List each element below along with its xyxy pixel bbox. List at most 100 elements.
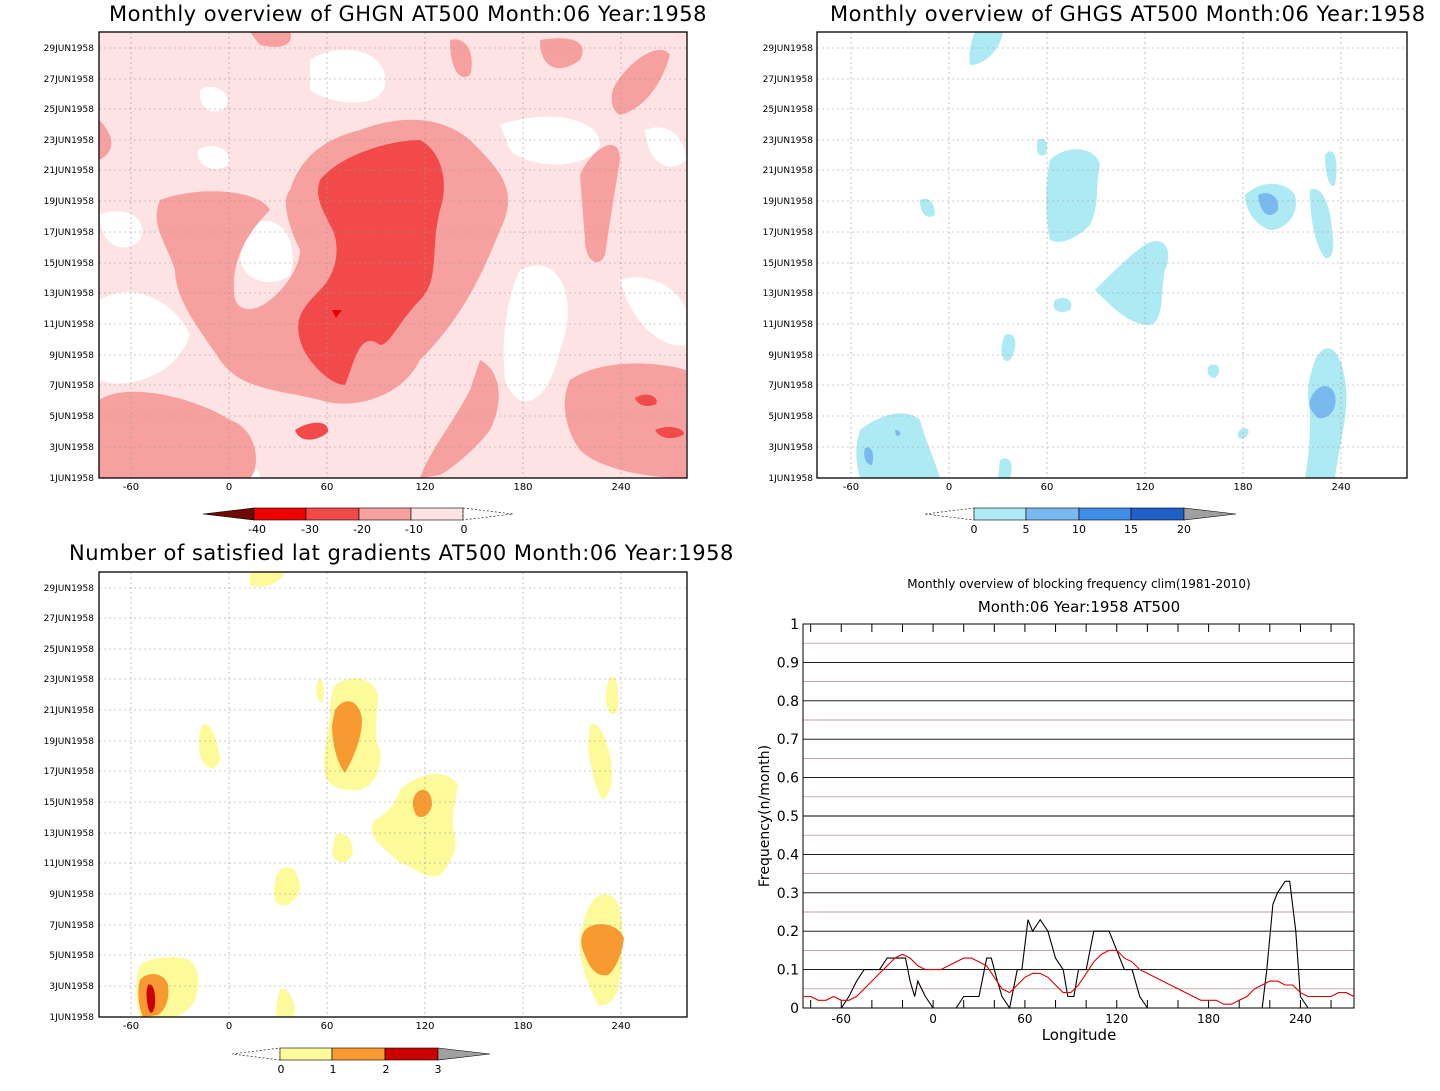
ytick: 29JUN1958 (44, 44, 95, 54)
colorbar-label: -20 (353, 523, 371, 536)
ytick: 19JUN1958 (763, 197, 814, 207)
chart-series (803, 880, 1355, 1010)
xtick: 0 (226, 482, 232, 493)
ghgs-field (817, 32, 1407, 478)
ytick: 9JUN1958 (49, 890, 94, 900)
x-tick-label: 180 (1197, 1012, 1220, 1026)
xtick: 180 (513, 482, 532, 493)
ytick: 3JUN1958 (49, 443, 94, 453)
y-tick-label: 0.6 (777, 771, 799, 787)
ytick: 17JUN1958 (44, 228, 95, 238)
chart-ticks: 0 0.1 0.2 0.3 0.4 0.5 0.6 0.7 0.8 0.9 1 -60 0 60 120 18… (777, 617, 1332, 1026)
ytick: 1JUN1958 (49, 474, 94, 484)
x-tick-label: 0 (929, 1012, 937, 1026)
xtick: 180 (1233, 482, 1252, 493)
ghgs-title: Monthly overview of GHGS AT500 Month:06 … (830, 2, 1426, 26)
xtick: 120 (415, 1021, 434, 1032)
ytick: 23JUN1958 (44, 675, 95, 685)
ytick: 27JUN1958 (763, 75, 814, 85)
colorbar-label: -10 (405, 523, 423, 536)
ytick: 7JUN1958 (49, 921, 94, 931)
xtick: 240 (611, 482, 630, 493)
xtick: 240 (1331, 482, 1350, 493)
ytick: 15JUN1958 (44, 259, 95, 269)
ytick: 1JUN1958 (49, 1013, 94, 1023)
ytick: 3JUN1958 (768, 443, 813, 453)
colorbar-label: 15 (1124, 523, 1138, 536)
ghgn-field (99, 32, 687, 478)
ytick: 19JUN1958 (44, 197, 95, 207)
ghgn-xticks: -60 0 60 120 180 240 (123, 482, 631, 493)
ytick: 13JUN1958 (44, 289, 95, 299)
ghgn-grid (99, 32, 687, 478)
latgrad-grid (99, 572, 687, 1017)
ytick: 9JUN1958 (768, 351, 813, 361)
y-tick-label: 0.2 (777, 924, 799, 940)
ytick: 7JUN1958 (49, 381, 94, 391)
latgrad-colorbar: 0 1 2 3 (231, 1047, 491, 1076)
ytick: 3JUN1958 (49, 982, 94, 992)
series-line-1 (803, 949, 1355, 1005)
colorbar-label: 0 (461, 523, 468, 536)
colorbar-label: -40 (248, 523, 266, 536)
y-tick-label: 0.3 (777, 886, 799, 902)
y-tick-label: 0 (790, 1001, 799, 1017)
colorbar-label: 0 (971, 523, 978, 536)
ghgs-xticks: -60 0 60 120 180 240 (843, 482, 1351, 493)
colorbar-label: 2 (383, 1063, 390, 1076)
latgrad-field (99, 572, 687, 1017)
chart-subtitle: Month:06 Year:1958 AT500 (978, 598, 1180, 616)
ytick: 13JUN1958 (44, 829, 95, 839)
ytick: 17JUN1958 (763, 228, 814, 238)
xtick: 120 (415, 482, 434, 493)
ytick: 21JUN1958 (763, 166, 814, 176)
ytick: 21JUN1958 (44, 166, 95, 176)
x-tick-label: 120 (1105, 1012, 1128, 1026)
colorbar-label: 0 (278, 1063, 285, 1076)
xtick: 0 (946, 482, 952, 493)
ytick: 15JUN1958 (763, 259, 814, 269)
ytick: 27JUN1958 (44, 75, 95, 85)
ytick: 5JUN1958 (768, 412, 813, 422)
x-tick-label: -60 (831, 1012, 851, 1026)
ytick: 7JUN1958 (768, 381, 813, 391)
latgrad-map: 1JUN1958 3JUN1958 5JUN1958 7JUN1958 9JUN… (44, 571, 688, 1076)
series-line-0 (803, 880, 1354, 1010)
ghgs-map: 1JUN1958 3JUN1958 5JUN1958 7JUN1958 9JUN… (763, 31, 1408, 536)
latgrad-title: Number of satisfied lat gradients AT500 … (69, 541, 734, 565)
y-tick-label: 0.7 (777, 732, 799, 748)
ytick: 19JUN1958 (44, 737, 95, 747)
ytick: 1JUN1958 (768, 474, 813, 484)
x-axis-label: Longitude (1042, 1026, 1117, 1044)
ytick: 27JUN1958 (44, 614, 95, 624)
xtick: 120 (1135, 482, 1154, 493)
blocking-frequency-chart: Monthly overview of blocking frequency c… (757, 577, 1355, 1044)
ghgn-map: 1JUN1958 3JUN1958 5JUN1958 7JUN1958 9JUN… (44, 31, 688, 536)
y-tick-label: 1 (790, 617, 799, 633)
ghgs-yticks: 1JUN1958 3JUN1958 5JUN1958 7JUN1958 9JUN… (763, 44, 814, 484)
colorbar-label: 10 (1072, 523, 1086, 536)
ytick: 11JUN1958 (44, 859, 95, 869)
ghgs-grid (817, 32, 1407, 478)
ghgn-colorbar: -40 -30 -20 -10 0 (202, 507, 514, 536)
ytick: 29JUN1958 (763, 44, 814, 54)
y-tick-label: 0.4 (777, 847, 799, 863)
y-tick-label: 0.5 (777, 809, 799, 825)
ytick: 25JUN1958 (44, 105, 95, 115)
latgrad-xticks: -60 0 60 120 180 240 (123, 1021, 631, 1032)
ytick: 11JUN1958 (44, 320, 95, 330)
ytick: 5JUN1958 (49, 951, 94, 961)
ytick: 13JUN1958 (763, 289, 814, 299)
x-tick-label: 240 (1289, 1012, 1312, 1026)
ytick: 29JUN1958 (44, 584, 95, 594)
colorbar-label: 3 (435, 1063, 442, 1076)
y-tick-label: 0.9 (777, 655, 799, 671)
ytick: 17JUN1958 (44, 767, 95, 777)
xtick: 60 (321, 1021, 334, 1032)
xtick: -60 (843, 482, 859, 493)
chart-grid (803, 642, 1354, 990)
ytick: 21JUN1958 (44, 706, 95, 716)
xtick: -60 (123, 1021, 139, 1032)
ytick: 15JUN1958 (44, 798, 95, 808)
xtick: 180 (513, 1021, 532, 1032)
